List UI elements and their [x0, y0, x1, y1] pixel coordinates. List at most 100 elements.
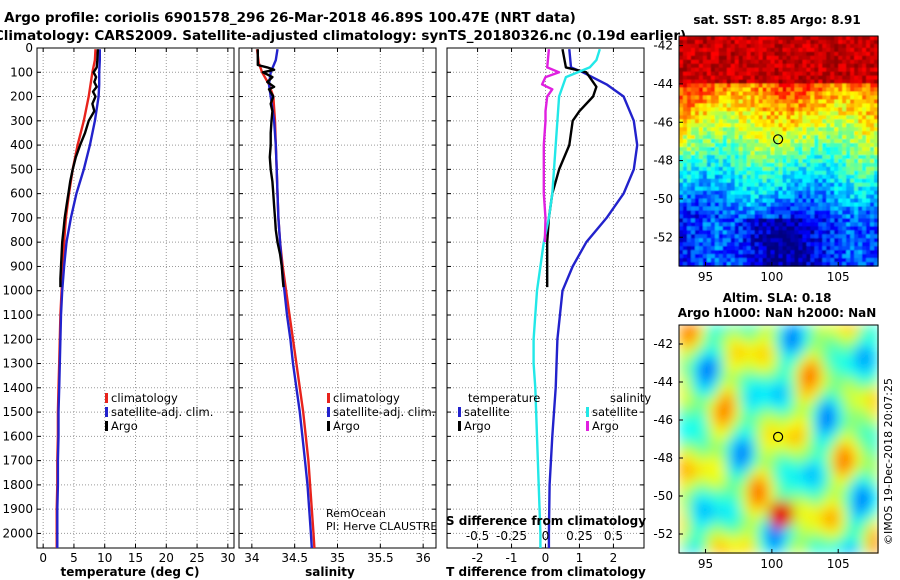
- map-cell: [848, 478, 854, 485]
- map-cell: [690, 202, 696, 208]
- map-cell: [722, 143, 728, 148]
- map-cell: [688, 488, 695, 495]
- map-cell: [758, 103, 764, 108]
- map-cell: [738, 404, 745, 410]
- map-cell: [773, 359, 780, 366]
- map-cell: [854, 127, 859, 132]
- map-cell: [714, 218, 720, 223]
- map-cell: [786, 214, 792, 220]
- map-cell: [728, 354, 735, 361]
- map-cell: [870, 238, 875, 243]
- map-cell: [794, 250, 799, 255]
- map-cell: [758, 214, 764, 220]
- map-cell: [828, 498, 834, 505]
- series-satellite-adj-clim-: [56, 49, 101, 548]
- map-cell: [714, 71, 720, 77]
- map-cell: [794, 226, 799, 231]
- map-cell: [763, 483, 770, 490]
- map-cell: [834, 47, 839, 53]
- map-cell: [874, 75, 879, 81]
- map-cell: [774, 131, 780, 136]
- map-cell: [814, 79, 819, 85]
- map-cell: [853, 448, 859, 455]
- map-cell: [850, 59, 855, 65]
- map-cell: [863, 419, 869, 425]
- map-cell: [733, 354, 740, 361]
- map-cell: [773, 429, 780, 435]
- map-cell: [694, 174, 700, 180]
- map-cell: [774, 258, 780, 263]
- map-cell: [686, 43, 692, 49]
- map-cell: [794, 222, 799, 227]
- map-cell: [758, 75, 764, 81]
- map-cell: [738, 262, 744, 267]
- map-cell: [786, 87, 792, 93]
- map-cell: [823, 359, 829, 366]
- map-cell: [858, 63, 863, 69]
- map-cell: [748, 359, 755, 366]
- map-cell: [838, 135, 843, 140]
- map-cell: [790, 75, 796, 81]
- map-cell: [802, 250, 807, 255]
- map-cell: [838, 186, 843, 192]
- map-cell: [810, 43, 815, 49]
- map-cell: [714, 143, 720, 148]
- map-cell: [846, 67, 851, 73]
- map-cell: [834, 230, 839, 235]
- map-cell: [682, 43, 688, 49]
- map-cell: [790, 214, 796, 220]
- map-cell: [842, 154, 847, 160]
- map-cell: [713, 374, 720, 381]
- map-cell: [874, 39, 879, 45]
- map-cell: [782, 99, 788, 105]
- map-cell: [708, 399, 715, 405]
- map-cell: [826, 139, 831, 144]
- map-cell: [726, 186, 732, 192]
- map-cell: [850, 230, 855, 235]
- map-cell: [679, 39, 684, 45]
- map-cell: [803, 508, 809, 514]
- map-cell: [758, 202, 764, 208]
- map-cell: [814, 151, 819, 156]
- map-cell: [723, 364, 730, 371]
- map-cell: [802, 87, 807, 93]
- map-cell: [726, 214, 732, 220]
- map-cell: [733, 523, 740, 529]
- map-cell: [768, 344, 775, 351]
- map-cell: [818, 262, 823, 267]
- map-cell: [798, 409, 804, 415]
- map-cell: [874, 190, 879, 196]
- map-cell: [786, 123, 792, 128]
- map-cell: [862, 222, 867, 227]
- map-cell: [734, 139, 740, 144]
- legend-swatch: [105, 393, 108, 403]
- series-s-satellite: [532, 48, 601, 548]
- map-cell: [818, 359, 824, 366]
- map-cell: [753, 434, 760, 440]
- map-cell: [753, 389, 760, 395]
- map-cell: [770, 99, 776, 105]
- map-cell: [814, 218, 819, 223]
- map-cell: [858, 354, 864, 361]
- map-cell: [798, 493, 804, 500]
- map-cell: [853, 374, 859, 381]
- map-cell: [710, 190, 716, 196]
- map-cell: [686, 71, 692, 77]
- map-cell: [728, 493, 735, 500]
- map-cell: [813, 424, 819, 430]
- map-cell: [733, 329, 740, 336]
- credit-line2: PI: Herve CLAUSTRE: [326, 520, 437, 533]
- map-cell: [774, 190, 780, 196]
- map-cell: [688, 329, 695, 336]
- map-cell: [682, 55, 688, 61]
- map-cell: [846, 135, 851, 140]
- map-cell: [870, 226, 875, 231]
- map-cell: [679, 123, 684, 128]
- map-cell: [848, 424, 854, 430]
- map-cell: [738, 214, 744, 220]
- map-cell: [690, 123, 696, 128]
- map-cell: [868, 379, 874, 386]
- map-cell: [726, 139, 732, 144]
- map-cell: [730, 107, 736, 112]
- map-cell: [873, 528, 879, 534]
